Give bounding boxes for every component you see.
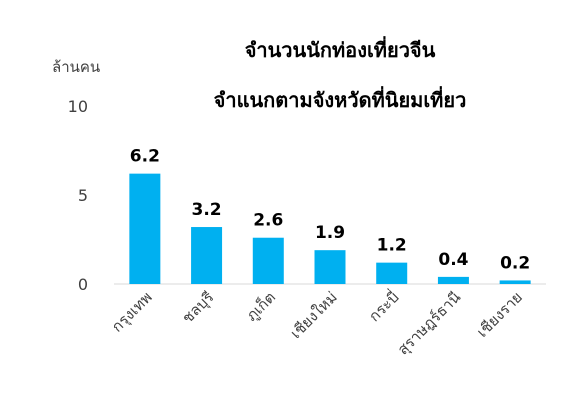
y-tick-label: 0 (78, 275, 88, 294)
bar-value-label: 3.2 (192, 200, 222, 220)
bar (437, 276, 469, 284)
category-label: สุราษฎร์ธานี (394, 288, 465, 359)
category-label: เชียงราย (473, 288, 526, 341)
bars-group (129, 173, 531, 284)
bar-value-label: 1.2 (377, 236, 407, 256)
category-label: ภูเก็ต (242, 287, 279, 324)
bar (129, 173, 161, 284)
y-axis-unit-label: ล้านคน (52, 58, 100, 76)
chart-title-line2: จำแนกตามจังหวัดที่นิยมเที่ยว (214, 85, 467, 112)
bar (191, 227, 223, 284)
bar (314, 250, 346, 284)
bar-value-label: 1.9 (315, 223, 345, 243)
category-label: เชียงใหม่ (287, 288, 341, 342)
value-labels-group: 6.2 3.2 2.6 1.9 1.2 0.4 0.2 (130, 147, 530, 274)
bar-value-label: 2.6 (253, 211, 283, 231)
y-tick-label: 5 (78, 186, 88, 205)
y-tick-label: 10 (68, 97, 88, 116)
bar-value-label: 6.2 (130, 147, 160, 167)
bar-value-label: 0.2 (500, 253, 530, 273)
category-label: กระบี่ (364, 287, 403, 326)
chart-title-line1: จำนวนนักท่องเที่ยวจีน (245, 35, 436, 62)
bar-value-label: 0.4 (438, 250, 468, 270)
bar (252, 237, 284, 284)
bar (376, 262, 408, 284)
category-labels-group: กรุงเทพ ชลบุรี ภูเก็ต เชียงใหม่ กระบี่สุราษฎ… (108, 287, 526, 359)
bar (499, 280, 531, 284)
category-label: กรุงเทพ (108, 288, 156, 336)
category-label: ชลบุรี (179, 288, 219, 328)
y-axis-ticks: 0 5 10 (68, 97, 88, 294)
